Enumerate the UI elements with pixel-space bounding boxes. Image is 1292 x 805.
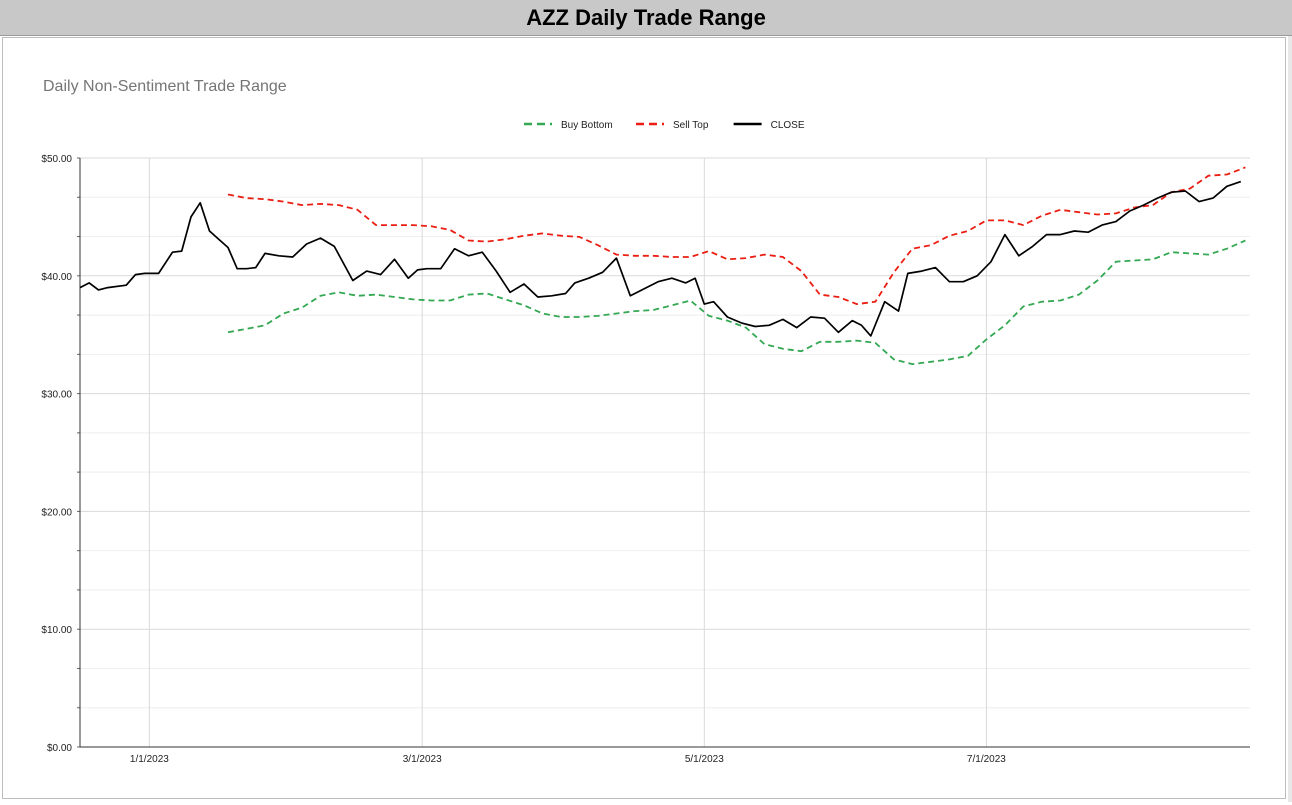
x-tick-label: 5/1/2023 [685, 754, 724, 765]
series-lines [79, 166, 1246, 366]
legend-label-sell-top: Sell Top [673, 120, 709, 131]
sheet-header-bar: AZZ Daily Trade Range [0, 0, 1292, 36]
y-tick-label: $50.00 [41, 154, 72, 165]
sheet-right-edge [1288, 36, 1292, 802]
sheet-area: Daily Non-Sentiment Trade Range $0.00 $10… [0, 36, 1292, 802]
y-tick-label: $20.00 [41, 507, 72, 518]
chart-container[interactable]: Daily Non-Sentiment Trade Range $0.00 $10… [2, 37, 1286, 799]
sheet-title: AZZ Daily Trade Range [526, 4, 766, 30]
series-line-close [79, 180, 1242, 337]
legend-item-sell-top[interactable]: Sell Top [636, 120, 709, 131]
series-line-sell-top [227, 166, 1246, 306]
chart-title: Daily Non-Sentiment Trade Range [43, 78, 287, 95]
legend-label-buy-bottom: Buy Bottom [561, 120, 613, 131]
x-tick-label: 3/1/2023 [403, 754, 442, 765]
y-tick-label: $40.00 [41, 272, 72, 283]
x-tick-label: 1/1/2023 [130, 754, 169, 765]
chart-legend[interactable]: Buy Bottom Sell Top CLOSE [524, 120, 805, 131]
legend-item-buy-bottom[interactable]: Buy Bottom [524, 120, 613, 131]
x-tick-label: 7/1/2023 [967, 754, 1006, 765]
y-tick-label: $30.00 [41, 390, 72, 401]
y-tick-label: $0.00 [47, 743, 72, 754]
legend-label-close: CLOSE [771, 120, 805, 131]
gridlines [80, 157, 1250, 748]
series-line-buy-bottom [227, 239, 1246, 366]
axes: $0.00 $10.00 $20.00 $30.00 $40.00 $50.00 1/1/2… [41, 154, 1250, 765]
y-tick-label: $10.00 [41, 625, 72, 636]
legend-item-close[interactable]: CLOSE [733, 120, 805, 131]
chart-svg: Daily Non-Sentiment Trade Range $0.00 $10… [41, 78, 1250, 765]
